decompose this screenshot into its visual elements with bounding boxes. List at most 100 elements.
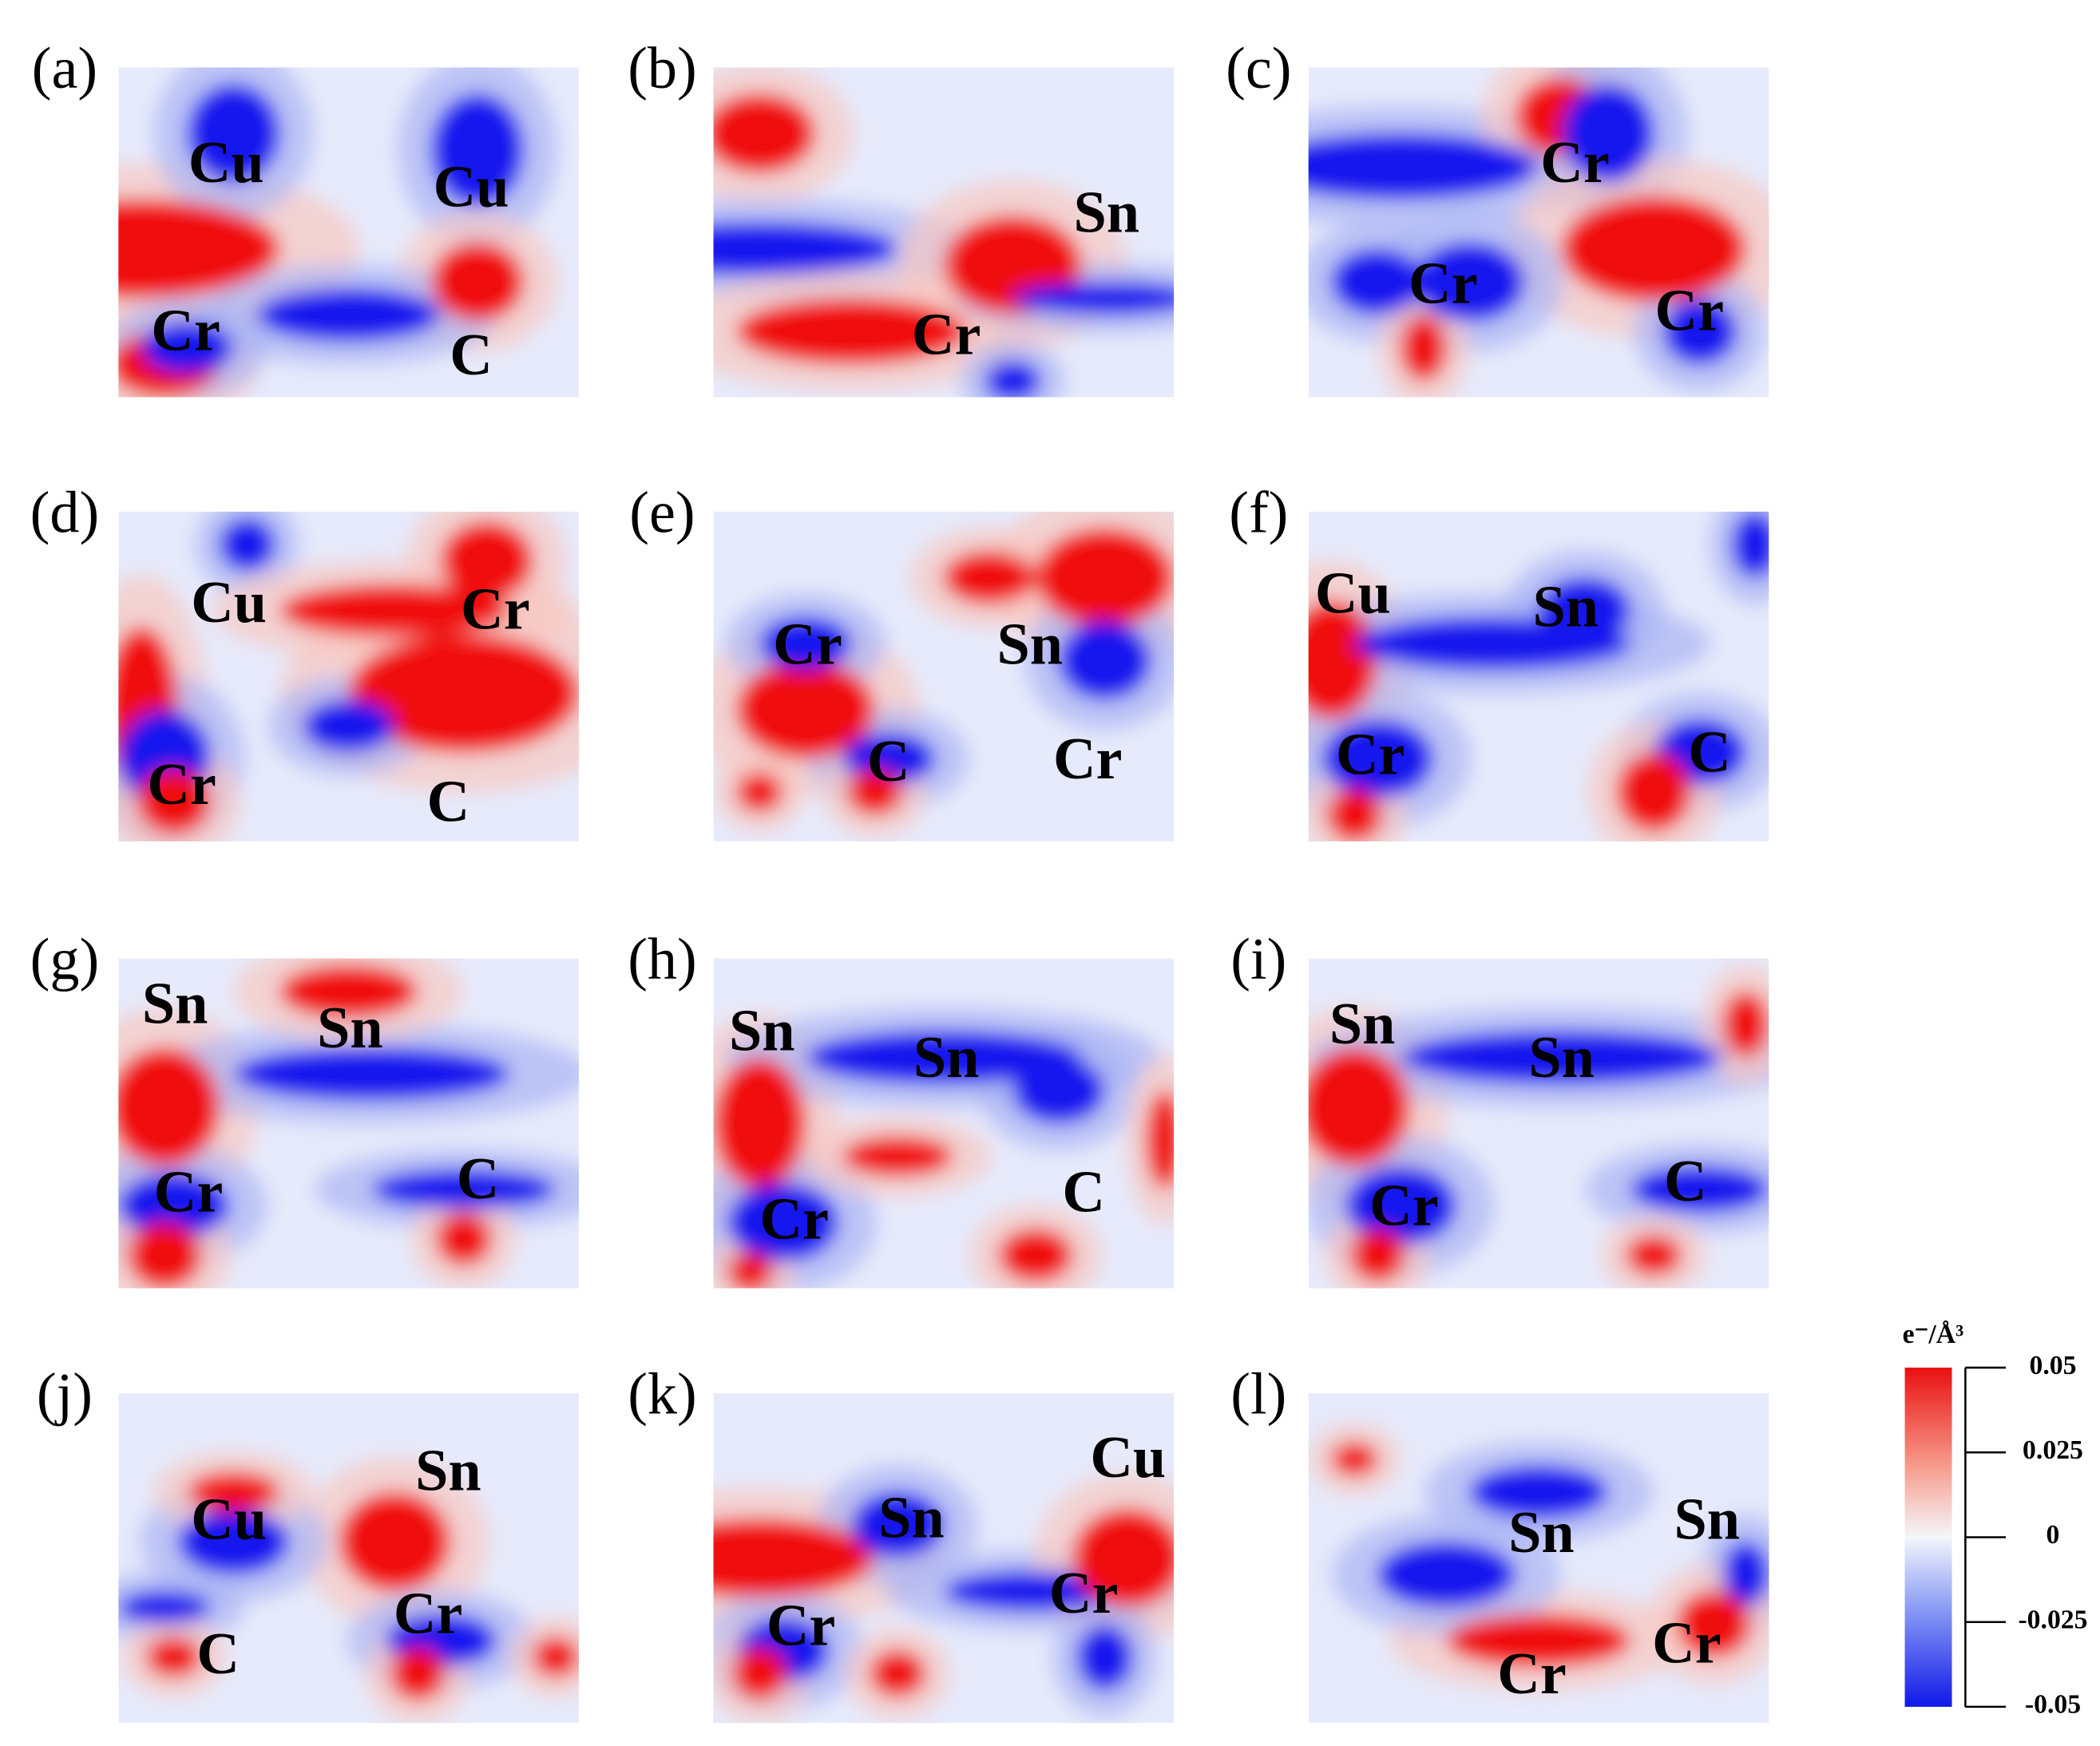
tick-label: 0: [2047, 1520, 2060, 1550]
atom-label: Sn: [1074, 180, 1139, 245]
atom-label: Sn: [142, 972, 208, 1037]
density-map: [118, 511, 579, 841]
density-map: [118, 67, 558, 398]
panel: [1308, 67, 1769, 398]
density-map: [1308, 511, 1769, 841]
atom-label: Cr: [1049, 1561, 1118, 1626]
lobe: [1732, 511, 1769, 578]
atom-label: Sn: [317, 996, 382, 1061]
lobe: [178, 1508, 289, 1575]
lobe: [1146, 1090, 1175, 1190]
atom-label: Cr: [1053, 727, 1122, 792]
lobe: [713, 1057, 806, 1190]
panel: [118, 511, 579, 841]
atom-label: Cu: [191, 570, 267, 635]
panel-label: (b): [628, 36, 696, 101]
atom-label: Cr: [154, 1160, 223, 1225]
density-map: [118, 958, 579, 1289]
density-map: [1308, 67, 1769, 398]
atom-label: Cu: [191, 1487, 267, 1552]
lobe: [440, 521, 533, 601]
lobe: [1469, 1465, 1608, 1519]
atom-label: Cr: [1652, 1610, 1721, 1676]
atom-label: Sn: [1528, 1025, 1594, 1091]
density-map: [713, 1007, 1175, 1289]
lobe: [302, 699, 395, 753]
atom-label: Sn: [1532, 574, 1598, 639]
panel: [118, 958, 579, 1289]
lobe: [713, 1518, 875, 1598]
lobe: [1012, 1057, 1105, 1124]
lobe: [390, 1647, 446, 1700]
atom-label: Cr: [461, 577, 529, 643]
panel: [1308, 1393, 1769, 1724]
lobe: [141, 321, 234, 374]
tick-label: -0.05: [2025, 1690, 2081, 1720]
lobe: [339, 1492, 450, 1591]
atom-label: Cr: [1409, 251, 1477, 317]
lobe: [533, 1637, 579, 1677]
panel: [713, 1393, 1175, 1724]
atom-label: Sn: [1674, 1487, 1739, 1552]
panel-label: (k): [628, 1362, 696, 1427]
atom-label: C: [427, 770, 470, 835]
panel: [1308, 958, 1769, 1289]
lobe: [1626, 1235, 1682, 1276]
panel: [713, 511, 1175, 841]
lobe: [1377, 1541, 1516, 1608]
atom-label: Sn: [1508, 1500, 1574, 1566]
panel-label: (d): [30, 480, 99, 545]
lobe: [1676, 1590, 1751, 1657]
lobe: [127, 1221, 202, 1289]
lobe: [431, 93, 524, 206]
lobe: [1630, 1166, 1769, 1213]
lobe: [1326, 788, 1382, 841]
lobe: [118, 1047, 220, 1166]
lobe: [870, 1650, 925, 1697]
panel-label: (h): [628, 927, 696, 992]
lobe: [1331, 1443, 1378, 1476]
lobe: [736, 772, 783, 812]
atom-label: Cr: [1655, 278, 1724, 343]
lobe: [118, 1590, 211, 1625]
atom-label: C: [457, 1146, 500, 1212]
panel-label: (g): [30, 927, 99, 992]
lobe: [805, 1031, 1082, 1084]
lobe: [1077, 1624, 1133, 1690]
lobe: [279, 964, 418, 1018]
atom-label: C: [1062, 1160, 1105, 1225]
atom-label: C: [1664, 1149, 1707, 1214]
density-map: [713, 67, 1175, 398]
lobe: [1012, 281, 1175, 315]
atom-label: Cr: [773, 612, 842, 677]
atom-label: Cr: [759, 1186, 828, 1252]
lobe: [1561, 196, 1746, 302]
lobe: [1446, 1613, 1631, 1667]
tick-label: 0.05: [2030, 1351, 2077, 1380]
lobe: [431, 242, 524, 322]
lobe: [736, 298, 967, 365]
panel: [118, 1393, 579, 1724]
atom-label: Cu: [1090, 1425, 1166, 1491]
lobe: [999, 1229, 1073, 1282]
atom-label: Cr: [147, 752, 216, 818]
lobe: [118, 1173, 229, 1239]
lobe: [985, 361, 1040, 398]
density-map: [1309, 1423, 1769, 1691]
atom-label: Cr: [1336, 723, 1405, 788]
tick-label: 0.025: [2023, 1435, 2083, 1465]
panel: [118, 67, 579, 398]
lobe: [759, 617, 852, 671]
lobe: [436, 1212, 492, 1265]
density-map: [713, 1464, 1175, 1724]
lobe: [731, 1647, 787, 1700]
lobe: [943, 551, 1036, 604]
panel-label: (a): [32, 36, 97, 101]
lobe: [1321, 719, 1433, 799]
panel-label: (i): [1230, 927, 1286, 992]
lobe: [713, 222, 898, 275]
lobe: [1308, 600, 1378, 720]
lobe: [851, 1492, 944, 1558]
